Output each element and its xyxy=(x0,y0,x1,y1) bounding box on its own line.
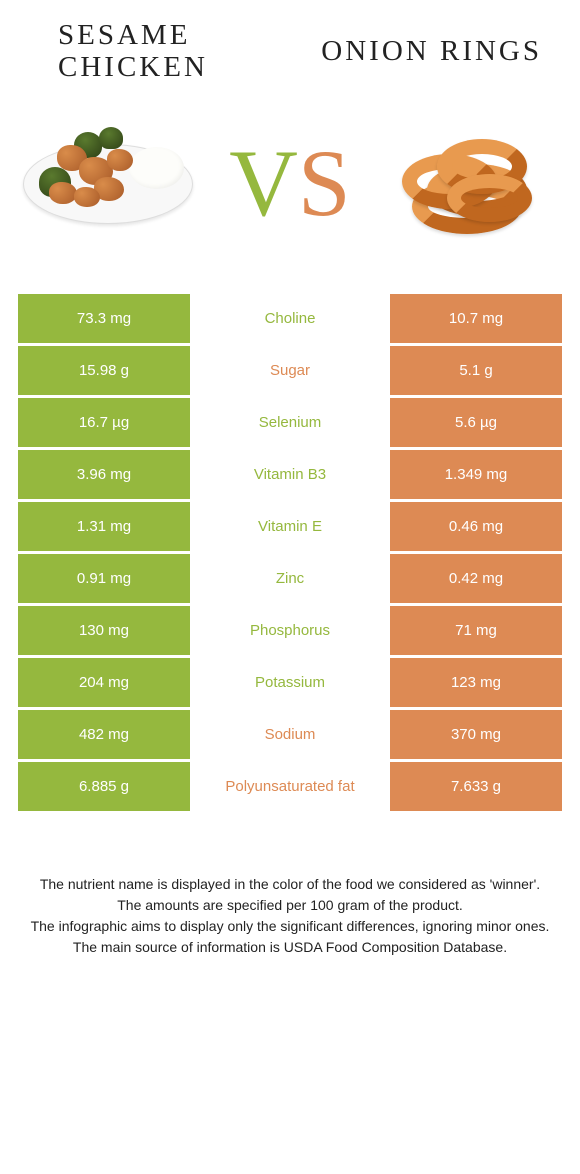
food-right-title: Onion rings xyxy=(300,35,552,68)
vs-v-letter: V xyxy=(229,136,298,231)
left-value: 3.96 mg xyxy=(18,450,193,499)
nutrient-name: Potassium xyxy=(193,658,387,707)
footnote-line: The infographic aims to display only the… xyxy=(28,916,552,937)
table-row: 482 mgSodium370 mg xyxy=(18,710,562,762)
left-value: 1.31 mg xyxy=(18,502,193,551)
right-value: 370 mg xyxy=(387,710,562,759)
food-left-title: Sesame chicken xyxy=(28,20,300,84)
footnote-line: The nutrient name is displayed in the co… xyxy=(28,874,552,895)
table-row: 3.96 mgVitamin B31.349 mg xyxy=(18,450,562,502)
table-row: 73.3 mgCholine10.7 mg xyxy=(18,294,562,346)
nutrient-name: Sugar xyxy=(193,346,387,395)
nutrient-name: Phosphorus xyxy=(193,606,387,655)
images-row: VS xyxy=(18,94,562,294)
left-value: 6.885 g xyxy=(18,762,193,811)
right-value: 10.7 mg xyxy=(387,294,562,343)
table-row: 16.7 µgSelenium5.6 µg xyxy=(18,398,562,450)
nutrient-name: Polyunsaturated fat xyxy=(193,762,387,811)
right-value: 0.42 mg xyxy=(387,554,562,603)
table-row: 204 mgPotassium123 mg xyxy=(18,658,562,710)
footnote-line: The amounts are specified per 100 gram o… xyxy=(28,895,552,916)
nutrient-name: Selenium xyxy=(193,398,387,447)
vs-label: VS xyxy=(220,136,360,231)
footnotes: The nutrient name is displayed in the co… xyxy=(18,814,562,958)
nutrient-name: Sodium xyxy=(193,710,387,759)
nutrient-name: Zinc xyxy=(193,554,387,603)
footnote-line: The main source of information is USDA F… xyxy=(28,937,552,958)
header: Sesame chicken Onion rings xyxy=(18,0,562,94)
left-value: 204 mg xyxy=(18,658,193,707)
left-value: 130 mg xyxy=(18,606,193,655)
nutrient-name: Choline xyxy=(193,294,387,343)
right-value: 1.349 mg xyxy=(387,450,562,499)
right-value: 7.633 g xyxy=(387,762,562,811)
left-value: 73.3 mg xyxy=(18,294,193,343)
right-value: 5.1 g xyxy=(387,346,562,395)
table-row: 1.31 mgVitamin E0.46 mg xyxy=(18,502,562,554)
right-value: 123 mg xyxy=(387,658,562,707)
left-value: 16.7 µg xyxy=(18,398,193,447)
onion-rings-image xyxy=(382,124,562,244)
table-row: 15.98 gSugar5.1 g xyxy=(18,346,562,398)
vs-s-letter: S xyxy=(298,136,351,231)
sesame-chicken-image xyxy=(18,124,198,244)
left-value: 482 mg xyxy=(18,710,193,759)
table-row: 130 mgPhosphorus71 mg xyxy=(18,606,562,658)
nutrient-name: Vitamin B3 xyxy=(193,450,387,499)
table-row: 0.91 mgZinc0.42 mg xyxy=(18,554,562,606)
right-value: 0.46 mg xyxy=(387,502,562,551)
right-value: 5.6 µg xyxy=(387,398,562,447)
left-value: 0.91 mg xyxy=(18,554,193,603)
nutrient-name: Vitamin E xyxy=(193,502,387,551)
left-value: 15.98 g xyxy=(18,346,193,395)
table-row: 6.885 gPolyunsaturated fat7.633 g xyxy=(18,762,562,814)
right-value: 71 mg xyxy=(387,606,562,655)
nutrient-table: 73.3 mgCholine10.7 mg15.98 gSugar5.1 g16… xyxy=(18,294,562,814)
